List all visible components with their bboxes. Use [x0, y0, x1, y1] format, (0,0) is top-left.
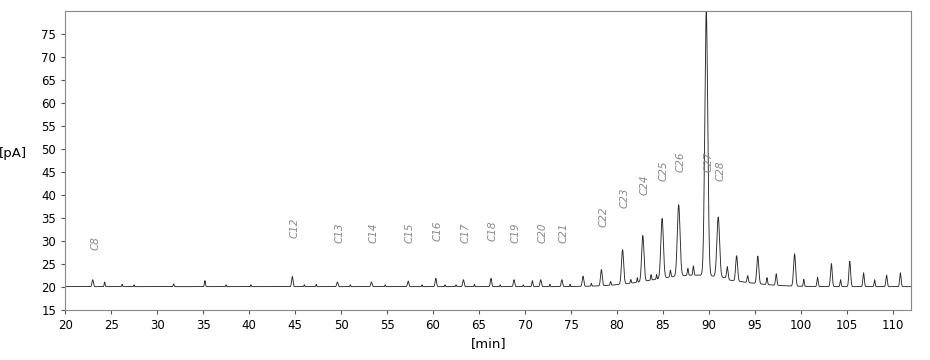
Y-axis label: [pA]: [pA]: [0, 147, 28, 160]
Text: C17: C17: [460, 222, 471, 243]
Text: C18: C18: [488, 220, 498, 240]
X-axis label: [min]: [min]: [471, 337, 506, 350]
Text: C28: C28: [716, 161, 726, 181]
Text: C25: C25: [659, 161, 669, 181]
Text: C20: C20: [538, 222, 548, 243]
Text: C19: C19: [511, 222, 521, 243]
Text: C8: C8: [90, 236, 100, 250]
Text: C13: C13: [334, 222, 344, 243]
Text: C26: C26: [675, 151, 685, 172]
Text: C14: C14: [368, 222, 379, 243]
Text: C24: C24: [640, 174, 650, 195]
Text: C22: C22: [598, 206, 608, 227]
Text: C15: C15: [405, 222, 415, 243]
Text: C23: C23: [619, 188, 630, 208]
Text: C16: C16: [432, 220, 443, 240]
Text: C12: C12: [289, 218, 299, 238]
Text: C21: C21: [559, 222, 568, 243]
Text: C27: C27: [703, 151, 713, 172]
